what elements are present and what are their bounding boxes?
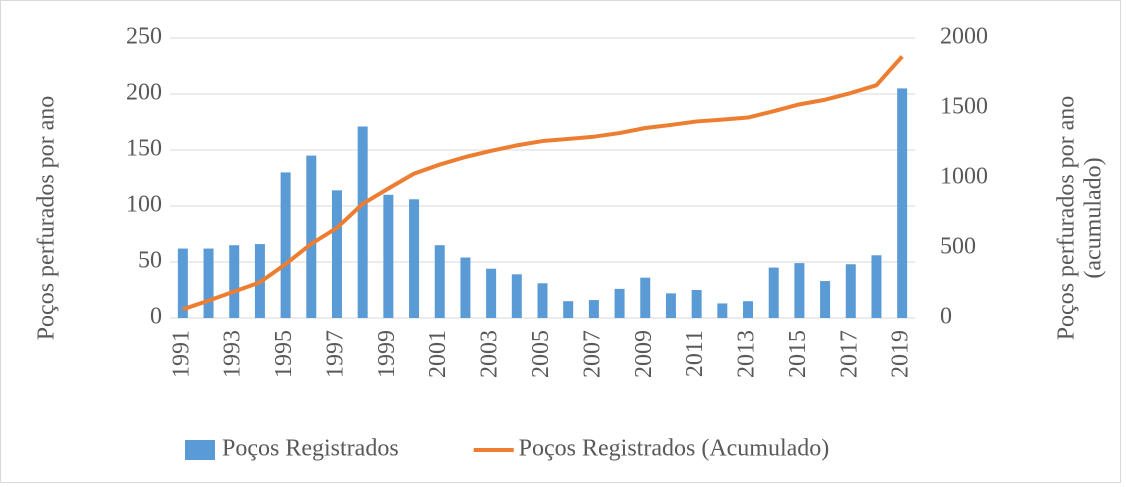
y-axis-label: Poços perfurados por ano [34,96,60,341]
legend-swatch [185,440,215,460]
x-tick-label: 1995 [271,330,297,378]
y-tick-label: 0 [150,304,162,330]
x-tick-label: 1991 [168,330,194,378]
x-tick-label: 2013 [734,330,760,378]
bar [640,277,651,318]
x-tick-label: 2005 [528,330,554,378]
x-tick-label: 2003 [477,330,503,378]
x-tick-label: 2007 [579,330,605,378]
bar [306,155,317,318]
y2-tick-label: 500 [940,234,976,260]
bar [280,172,291,318]
bar [434,245,445,318]
line [182,55,904,312]
y2-axis-label: (acumulado) [1081,157,1107,278]
legend-label: Poços Registrados (Acumulado) [519,436,830,462]
y2-tick-label: 2000 [940,24,988,50]
x-tick-label: 2001 [425,330,451,378]
y-tick-label: 150 [126,136,162,162]
y-tick-label: 50 [138,248,162,274]
x-tick-label: 1997 [322,330,348,378]
bar [177,248,188,318]
y-tick-label: 200 [126,80,162,106]
x-tick-label: 2019 [888,330,914,378]
bar [357,126,368,318]
y2-tick-label: 0 [940,304,952,330]
y2-axis-label: Poços perfurados por ano [1054,96,1080,341]
bar [383,194,394,318]
bar [563,301,574,318]
bar [409,199,420,318]
bar [691,290,702,318]
bar [768,267,779,318]
bar [229,245,240,318]
x-tick-label: 2011 [682,330,708,377]
x-tick-label: 2017 [836,330,862,378]
x-tick-label: 2009 [631,330,657,378]
x-tick-label: 1999 [374,330,400,378]
bar [588,300,599,318]
y2-tick-label: 1500 [940,94,988,120]
bar [845,264,856,318]
y2-tick-label: 1000 [940,164,988,190]
bar [537,283,548,318]
y-tick-label: 250 [126,24,162,50]
bar [203,248,214,318]
bar [897,88,908,319]
bar [486,268,497,318]
bar [331,190,342,318]
bar [614,288,625,318]
bar [665,293,676,318]
bar [717,303,728,318]
legend-label: Poços Registrados [222,436,399,462]
bar [794,263,805,318]
bar [820,281,831,318]
y-tick-label: 100 [126,192,162,218]
bar [871,255,882,318]
x-tick-label: 1993 [220,330,246,378]
bar [460,257,471,318]
bar [743,301,754,318]
x-tick-label: 2015 [785,330,811,378]
bar [511,274,522,318]
